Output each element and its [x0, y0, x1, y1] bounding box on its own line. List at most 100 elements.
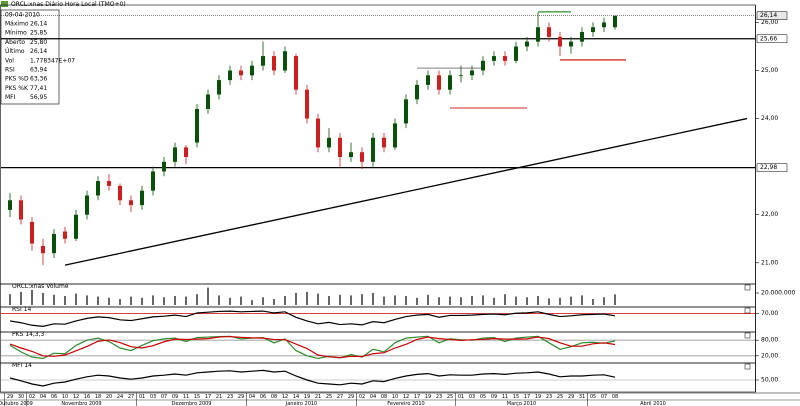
- candle-body: [151, 171, 155, 191]
- candle-body: [206, 94, 210, 109]
- volume-bar: [42, 293, 44, 305]
- day-label: 30: [18, 394, 24, 400]
- day-label: 17: [414, 394, 420, 400]
- candle-body: [349, 152, 353, 158]
- volume-bar: [295, 293, 297, 305]
- volume-bar: [581, 295, 583, 305]
- candle-body: [492, 56, 496, 61]
- panel-title: PKS 14,3,3: [12, 331, 45, 338]
- info-label: PKS %D: [5, 76, 29, 83]
- candle-body: [613, 15, 617, 28]
- panel-close[interactable]: [744, 332, 751, 339]
- chart-icon[interactable]: [1, 1, 8, 7]
- chart-title: ORCL:xnas Diário Hora Local (TMO+0): [11, 1, 126, 8]
- volume-bar: [53, 294, 55, 305]
- info-value: 26,14: [30, 48, 47, 55]
- day-label: 07: [161, 394, 167, 400]
- volume-bar: [97, 296, 99, 305]
- day-label: 01: [139, 394, 145, 400]
- day-label: 07: [601, 394, 607, 400]
- volume-bar: [592, 299, 594, 305]
- price-label: 22,98: [760, 164, 777, 171]
- candle-body: [96, 181, 100, 196]
- candle-body: [107, 181, 111, 186]
- panel-title: MFI 14: [12, 362, 32, 369]
- volume-bar: [229, 297, 231, 305]
- day-label: 25: [557, 394, 563, 400]
- candle-body: [536, 27, 540, 42]
- info-label: Vol: [5, 57, 14, 64]
- indicator-line: [9, 369, 616, 387]
- volume-bar: [196, 294, 198, 305]
- volume-bar: [372, 293, 374, 305]
- info-label: Último: [5, 48, 25, 55]
- day-label: 25: [447, 394, 453, 400]
- candle-body: [415, 84, 419, 100]
- volume-bar: [614, 294, 616, 305]
- volume-bar: [515, 296, 517, 305]
- volume-bar: [240, 296, 242, 305]
- month-label: Outubro 2009: [0, 401, 33, 406]
- candle-body: [162, 161, 166, 172]
- candle-body: [602, 22, 606, 28]
- volume-bar: [317, 293, 319, 305]
- day-label: 27: [128, 394, 134, 400]
- volume-bar: [119, 299, 121, 305]
- volume-bar: [570, 296, 572, 305]
- info-value: 1,778347E+07: [30, 57, 75, 64]
- y-tick-label: 22,00: [761, 211, 778, 218]
- info-value: 25,80: [30, 39, 47, 46]
- indicator-line: [9, 335, 616, 359]
- panel-close[interactable]: [744, 284, 751, 291]
- info-value: 56,95: [30, 94, 47, 101]
- candle-body: [426, 75, 430, 85]
- candle-body: [250, 65, 254, 76]
- day-label: 08: [271, 394, 277, 400]
- day-label: 18: [95, 394, 101, 400]
- panel-title: ORCL:xnas Volume: [12, 283, 69, 290]
- day-label: 23: [227, 394, 233, 400]
- month-label: Fevereiro 2010: [387, 401, 424, 406]
- candle-body: [525, 41, 529, 47]
- day-label: 31: [579, 394, 585, 400]
- day-label: 06: [51, 394, 57, 400]
- volume-bar: [339, 294, 341, 305]
- day-label: 10: [392, 394, 398, 400]
- volume-bar: [31, 290, 33, 305]
- day-label: 02: [29, 394, 35, 400]
- candle-body: [140, 190, 144, 206]
- day-label: 29: [7, 394, 13, 400]
- info-value: 25,85: [30, 30, 47, 37]
- last-price-box: [756, 11, 788, 20]
- volume-bar: [361, 294, 363, 305]
- volume-bar: [262, 297, 264, 305]
- candle-body: [283, 51, 287, 71]
- volume-bar: [416, 297, 418, 305]
- day-label: 02: [359, 394, 365, 400]
- day-label: 29: [348, 394, 354, 400]
- info-value: 77,41: [30, 85, 47, 92]
- y-tick-label: 20.000.000: [761, 290, 796, 297]
- panel-close[interactable]: [744, 307, 751, 314]
- indicator-line: [9, 310, 616, 327]
- candle-body: [459, 75, 463, 77]
- candle-body: [316, 118, 320, 148]
- volume-bar: [559, 297, 561, 305]
- y-tick-label: 50,00: [761, 377, 778, 384]
- candle-body: [52, 233, 56, 254]
- price-box: [756, 34, 788, 44]
- volume-bar: [328, 296, 330, 305]
- candle-body: [30, 221, 34, 244]
- volume-bar: [306, 291, 308, 305]
- volume-bar: [108, 297, 110, 305]
- volume-bar: [383, 296, 385, 305]
- day-label: 09: [172, 394, 178, 400]
- volume-bar: [251, 300, 253, 305]
- panel-close[interactable]: [744, 363, 751, 370]
- candle-body: [437, 75, 441, 90]
- month-label: Dezembro 2009: [172, 401, 212, 406]
- day-label: 25: [326, 394, 332, 400]
- day-label: 11: [502, 394, 508, 400]
